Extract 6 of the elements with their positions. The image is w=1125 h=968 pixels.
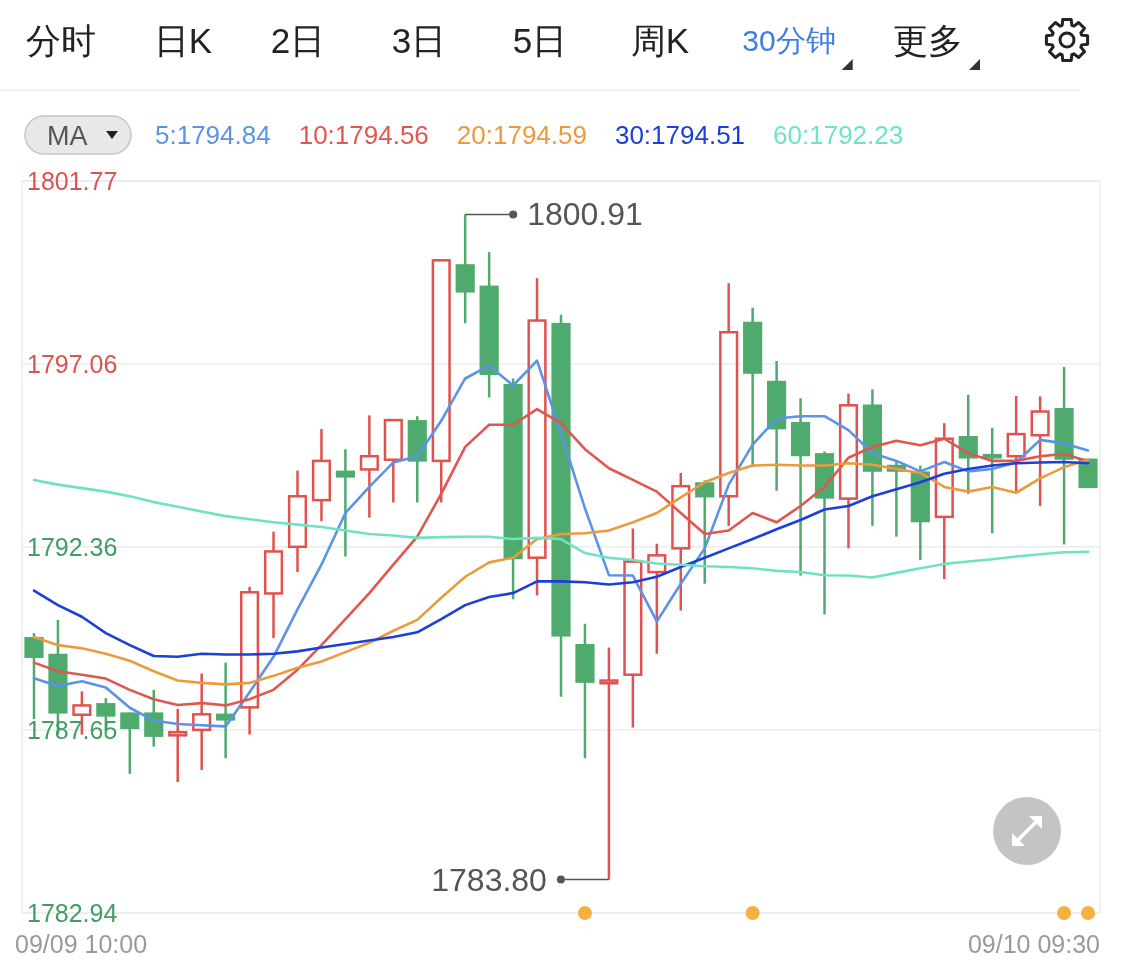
y-tick-label: 1782.94 [27,899,118,927]
y-tick-label: 1792.36 [27,532,118,561]
y-tick-label: 1801.77 [27,167,118,195]
y-tick-label: 1797.06 [27,350,118,379]
y-tick-label: 1787.65 [27,715,118,744]
legend: 5:1794.84 10:1794.56 20:1794.59 30:1794.51 60:1792.23 [155,120,904,150]
